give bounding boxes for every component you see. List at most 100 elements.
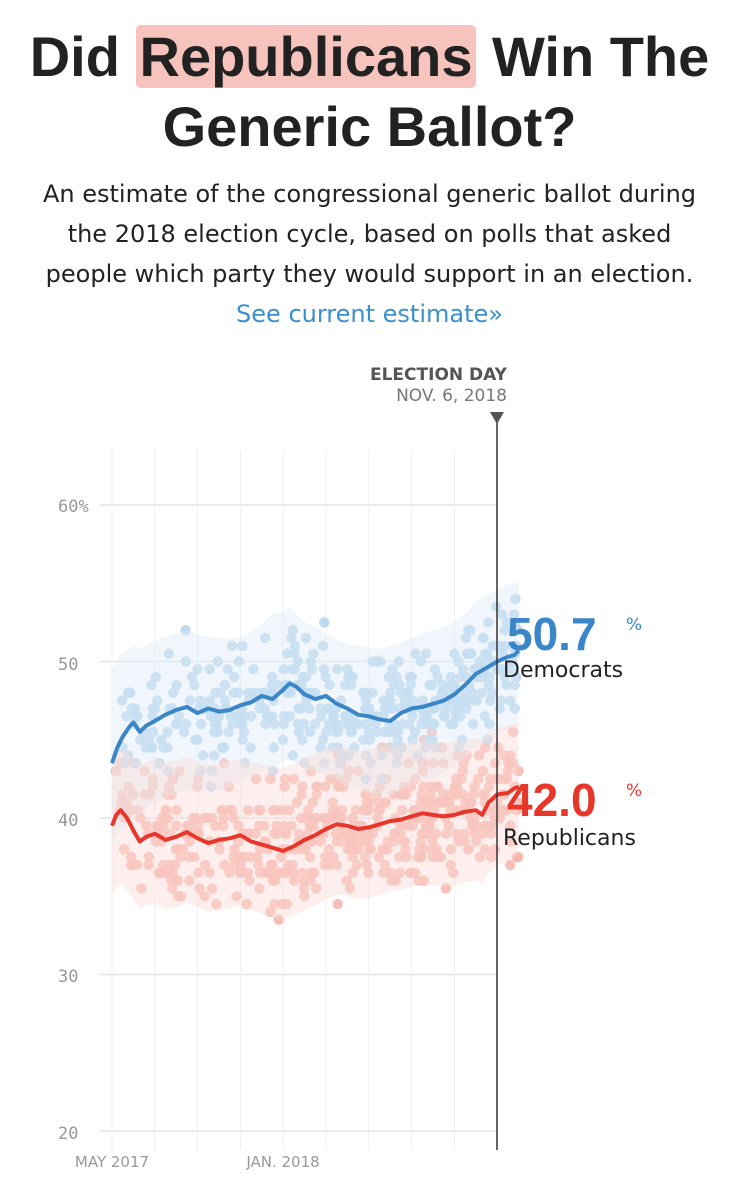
rep-poll-dot xyxy=(511,805,522,816)
dem-poll-dot xyxy=(148,726,159,738)
rep-series-label: Republicans xyxy=(503,826,636,851)
dem-poll-dot xyxy=(346,726,358,738)
rep-poll-dot xyxy=(168,867,179,878)
rep-poll-dot xyxy=(345,844,357,855)
dem-poll-dot xyxy=(227,640,238,652)
rep-poll-dot xyxy=(305,851,316,863)
dem-poll-dot xyxy=(511,625,522,636)
dem-poll-dot xyxy=(439,703,450,714)
dem-poll-dot xyxy=(358,734,369,745)
rep-poll-dot xyxy=(448,867,459,878)
dem-poll-dot xyxy=(116,695,128,706)
rep-poll-dot xyxy=(363,836,374,847)
dem-poll-dot xyxy=(162,726,173,738)
dem-poll-dot xyxy=(416,718,427,730)
dem-poll-dot xyxy=(192,664,203,675)
dem-poll-dot xyxy=(453,703,464,714)
rep-poll-dot xyxy=(217,805,229,816)
dem-poll-dot xyxy=(387,664,398,675)
dem-poll-dot xyxy=(208,750,220,761)
rep-poll-dot xyxy=(320,851,331,863)
dem-poll-dot xyxy=(418,711,430,722)
rep-poll-dot xyxy=(147,781,158,792)
rep-trend-line xyxy=(110,784,520,853)
dem-poll-dot xyxy=(319,617,330,628)
rep-poll-dot xyxy=(163,781,175,792)
dem-poll-dot xyxy=(404,671,416,683)
rep-poll-dot xyxy=(330,773,342,785)
rep-poll-dot xyxy=(296,867,308,878)
dem-poll-dot xyxy=(331,718,342,730)
dem-poll-dot xyxy=(261,711,273,722)
rep-poll-dot xyxy=(175,851,186,863)
rep-poll-dot xyxy=(117,789,128,800)
dem-poll-dot xyxy=(350,718,361,730)
dem-poll-dot xyxy=(391,750,403,761)
rep-poll-dot xyxy=(420,828,431,839)
dem-poll-dot xyxy=(172,718,184,730)
rep-poll-dot xyxy=(192,773,204,785)
rep-poll-dot xyxy=(484,781,495,792)
dem-poll-dot xyxy=(229,671,240,683)
dem-poll-dot xyxy=(269,718,280,730)
rep-poll-dot xyxy=(371,789,382,800)
dem-poll-dot xyxy=(173,711,185,722)
page-title: Did Republicans Win The Generic Ballot? xyxy=(0,22,739,162)
dem-poll-dot xyxy=(379,726,390,738)
rep-poll-dot xyxy=(199,859,211,871)
rep-poll-dot xyxy=(513,765,524,777)
dem-poll-dot xyxy=(509,617,521,628)
see-current-estimate-link[interactable]: See current estimate» xyxy=(236,300,503,328)
rep-poll-dot xyxy=(399,781,410,792)
rep-poll-dot xyxy=(361,859,373,871)
dem-poll-dot xyxy=(330,726,341,738)
dem-poll-dot xyxy=(360,687,371,698)
dem-poll-dot xyxy=(505,695,516,706)
dem-poll-dot xyxy=(254,703,265,714)
rep-poll-dot xyxy=(459,836,470,847)
dem-poll-dot xyxy=(415,656,427,667)
rep-poll-dot xyxy=(410,867,421,878)
dem-final-value: 50.7 xyxy=(507,608,597,660)
rep-poll-dot xyxy=(350,805,361,816)
rep-poll-dot xyxy=(337,805,348,816)
rep-poll-dot xyxy=(311,789,322,800)
dem-poll-dot xyxy=(180,656,192,667)
rep-poll-dot xyxy=(415,836,426,847)
rep-poll-dot xyxy=(192,820,203,831)
dem-poll-dot xyxy=(339,718,350,730)
rep-poll-dot xyxy=(419,797,430,808)
dem-poll-dot xyxy=(195,718,207,730)
rep-poll-dot xyxy=(319,859,330,871)
dem-poll-dot xyxy=(192,734,203,745)
rep-poll-dot xyxy=(229,844,240,855)
rep-poll-dot xyxy=(457,789,468,800)
dem-poll-dot xyxy=(509,703,520,714)
dem-poll-dot xyxy=(287,750,298,761)
rep-poll-dot xyxy=(427,836,438,847)
rep-poll-dot xyxy=(303,805,314,816)
rep-poll-dot xyxy=(374,781,385,792)
y-tick-label-20: 20 xyxy=(58,1124,78,1144)
dem-poll-dot xyxy=(124,687,135,698)
rep-poll-dot xyxy=(427,844,438,855)
dem-poll-dot xyxy=(205,711,216,722)
rep-poll-dot xyxy=(233,836,244,847)
rep-poll-dot xyxy=(364,797,375,808)
rep-poll-dot xyxy=(379,859,391,871)
dem-poll-dot xyxy=(304,726,316,738)
dem-poll-dot xyxy=(219,679,231,691)
rep-poll-dot xyxy=(471,836,482,847)
rep-poll-dot xyxy=(466,797,477,808)
rep-poll-dot xyxy=(254,883,265,894)
rep-poll-dot xyxy=(452,750,463,761)
rep-poll-dot xyxy=(184,836,195,847)
rep-poll-dot xyxy=(328,851,339,863)
dem-poll-dot xyxy=(399,695,411,706)
dem-poll-dot xyxy=(437,679,448,691)
rep-poll-dot xyxy=(417,765,428,777)
dem-poll-dot xyxy=(340,679,351,691)
dem-poll-dot xyxy=(496,695,507,706)
dem-poll-dot xyxy=(412,750,423,761)
dem-poll-dot xyxy=(497,664,508,675)
